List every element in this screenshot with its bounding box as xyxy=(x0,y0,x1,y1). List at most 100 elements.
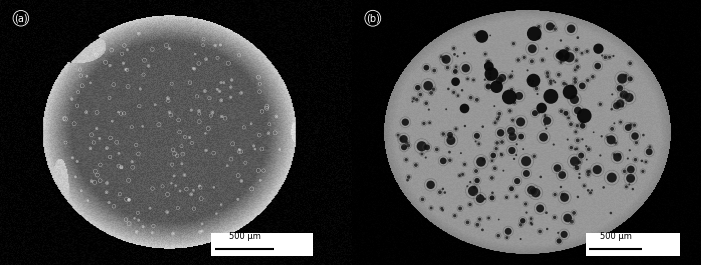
Point xyxy=(594,153,606,158)
Point xyxy=(417,197,428,201)
Point xyxy=(120,67,131,72)
Point xyxy=(491,85,502,89)
Point xyxy=(250,147,261,151)
Point xyxy=(477,125,489,129)
Point xyxy=(472,178,483,183)
Point xyxy=(571,147,583,151)
Point xyxy=(583,173,594,177)
Point xyxy=(69,122,80,126)
Point xyxy=(454,206,465,211)
Point xyxy=(542,227,553,231)
Point xyxy=(186,192,197,197)
Point xyxy=(254,178,266,182)
Point xyxy=(196,222,207,226)
Point xyxy=(188,66,199,70)
Point xyxy=(144,206,156,210)
Point xyxy=(450,69,461,74)
Point xyxy=(441,107,452,111)
Point xyxy=(458,51,470,55)
Point xyxy=(631,140,642,145)
Point xyxy=(629,123,640,127)
Point xyxy=(469,185,480,189)
Point xyxy=(625,77,636,81)
Point xyxy=(619,169,630,173)
Point xyxy=(605,211,616,215)
Point xyxy=(521,210,532,215)
Point xyxy=(559,232,570,237)
Point xyxy=(644,150,655,154)
Point xyxy=(570,130,581,134)
Point xyxy=(468,189,479,193)
Point xyxy=(215,43,226,47)
Point xyxy=(462,220,473,224)
Point xyxy=(426,91,437,95)
Point xyxy=(617,77,628,81)
Point xyxy=(436,206,447,211)
Point xyxy=(186,192,197,197)
Point xyxy=(492,117,503,121)
Point xyxy=(613,153,625,157)
Point xyxy=(452,54,463,58)
Point xyxy=(216,114,227,119)
Point xyxy=(625,123,637,127)
Point xyxy=(489,121,501,125)
Point xyxy=(629,134,641,138)
Point xyxy=(418,121,430,126)
Point xyxy=(147,231,158,235)
Text: (a): (a) xyxy=(14,13,28,23)
Point xyxy=(587,75,599,79)
Point xyxy=(592,167,603,172)
Point xyxy=(198,43,209,47)
Point xyxy=(81,110,92,114)
Point xyxy=(72,104,83,108)
Point xyxy=(113,110,124,114)
Point xyxy=(583,147,594,151)
Point xyxy=(216,98,227,103)
Point xyxy=(205,113,217,118)
Point xyxy=(482,83,493,88)
Point xyxy=(488,153,499,158)
Point xyxy=(82,198,93,203)
Point xyxy=(572,36,583,40)
Point xyxy=(274,147,285,152)
Point xyxy=(441,57,452,61)
Point xyxy=(457,172,468,176)
Point xyxy=(200,131,211,136)
Point xyxy=(559,195,570,200)
Point xyxy=(559,195,570,200)
Point xyxy=(562,47,573,52)
Point xyxy=(449,52,460,56)
Point xyxy=(170,184,182,188)
Point xyxy=(188,188,199,192)
Point xyxy=(577,84,588,88)
Point xyxy=(619,169,630,173)
Point xyxy=(470,169,482,173)
Point xyxy=(425,183,436,187)
Point xyxy=(462,77,473,81)
Point xyxy=(176,162,187,166)
Point xyxy=(515,134,526,139)
Point xyxy=(472,223,483,227)
Point xyxy=(211,211,222,216)
Point xyxy=(438,58,449,62)
Point xyxy=(534,229,545,234)
Point xyxy=(450,80,461,84)
Point xyxy=(606,138,617,142)
Point xyxy=(511,142,522,146)
Point xyxy=(212,87,223,91)
Point xyxy=(102,181,113,185)
Point xyxy=(572,108,583,113)
Point xyxy=(624,182,635,187)
Point xyxy=(526,217,537,221)
Point xyxy=(525,221,536,225)
Point xyxy=(571,166,583,170)
Point xyxy=(495,131,506,135)
Point xyxy=(465,95,477,100)
Point xyxy=(574,176,585,180)
Point xyxy=(395,137,407,141)
Point xyxy=(556,109,567,113)
Point xyxy=(494,78,505,83)
Point xyxy=(188,66,199,70)
Point xyxy=(569,77,580,81)
Point xyxy=(441,57,452,61)
